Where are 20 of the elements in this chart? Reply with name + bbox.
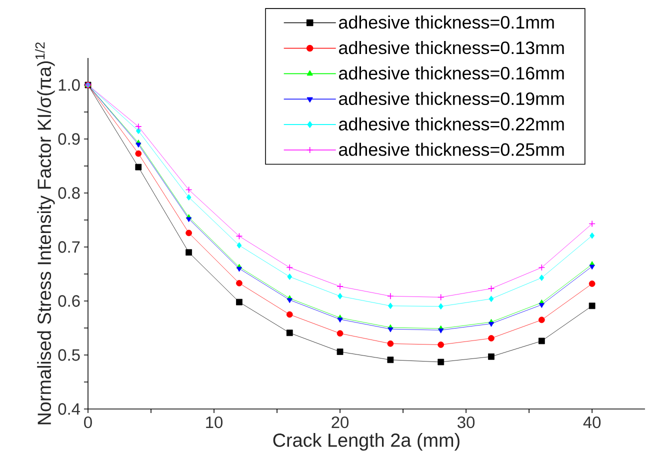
x-tick-label: 30 [458,416,475,428]
legend-label: adhesive thickness=0.22mm [339,117,564,130]
x-tick-label: 20 [332,416,349,428]
y-tick-label: 0.6 [58,295,80,307]
legend-label: adhesive thickness=0.16mm [339,66,564,80]
y-axis-title: Normalised Stress Intensity Factor KI/σ(πa)$^{1/2}$ [35,42,55,424]
x-tick-label: 40 [583,416,601,428]
y-tick-label: 0.7 [58,241,80,253]
legend-label: adhesive thickness=0.13mm [339,40,564,54]
x-axis-title: Crack Length 2a (mm) [273,432,460,451]
y-tick-label: 0.9 [58,133,80,145]
y-tick-label: 0.5 [58,349,80,361]
y-tick-label: 1.0 [58,79,80,91]
x-tick-label: 10 [206,416,223,428]
legend-label: adhesive thickness=0.19mm [339,92,564,106]
x-tick-label: 0 [84,416,92,428]
y-tick-label: 0.4 [58,403,80,415]
legend-label: adhesive thickness=0.1mm [339,16,554,29]
legend-label: adhesive thickness=0.25mm [339,142,564,156]
y-tick-label: 0.8 [58,187,80,199]
